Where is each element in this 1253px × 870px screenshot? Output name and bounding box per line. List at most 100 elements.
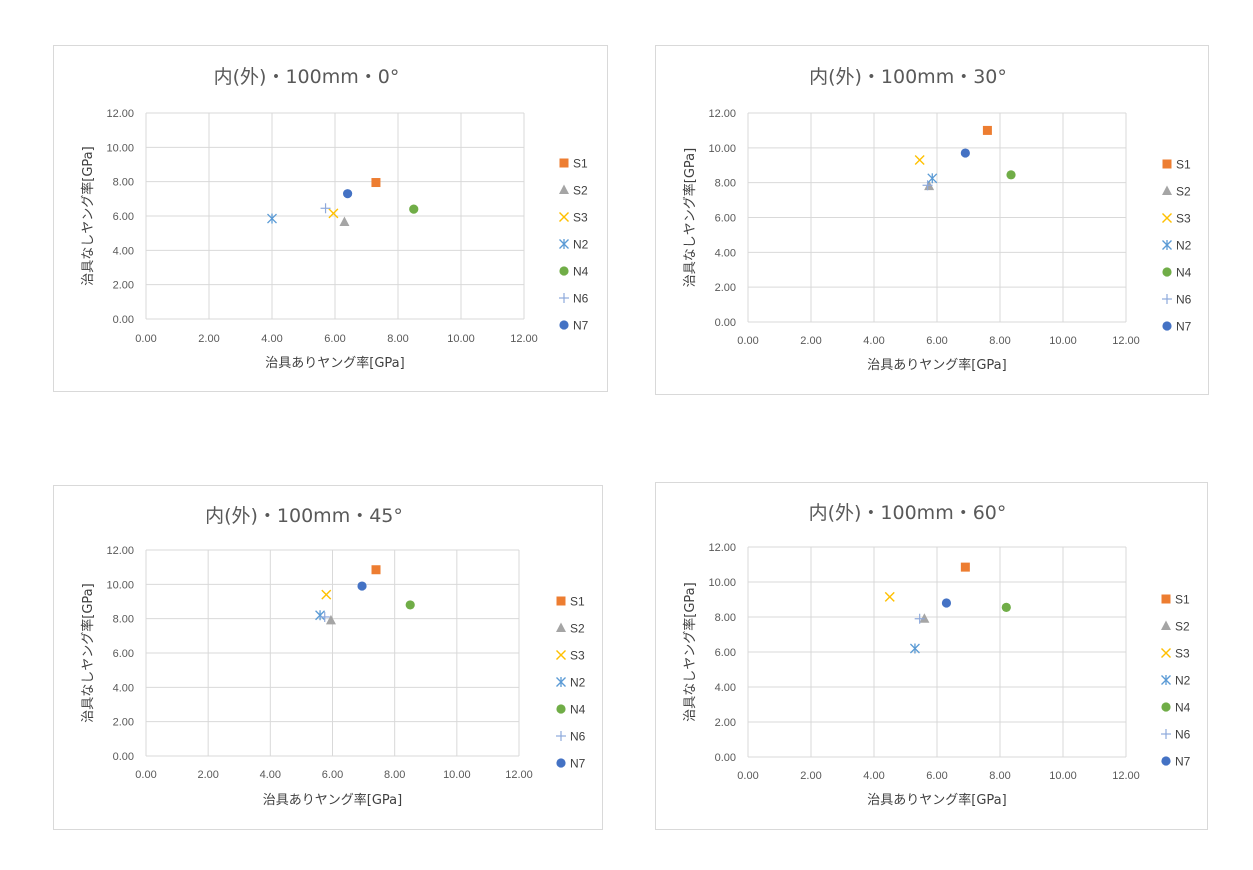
y-tick-label: 2.00 <box>113 280 134 292</box>
y-tick-label: 2.00 <box>715 717 736 729</box>
legend-label-n4: N4 <box>1175 701 1191 715</box>
x-tick-label: 12.00 <box>505 769 533 781</box>
point-n4 <box>405 600 415 610</box>
x-tick-label: 6.00 <box>324 333 345 345</box>
scatter-chart-60deg: 内(外)・100mm・60° 0.000.00 2.00 2.00 4.00 4.00 6.… <box>682 502 1191 808</box>
point-n7 <box>357 581 367 591</box>
x-tick-label: 2.00 <box>800 770 821 782</box>
scatter-chart-45deg: 内(外)・100mm・45° 0.000.00 2.00 2.00 4.00 4.00 6.… <box>80 505 586 808</box>
chart-panel-30deg: 内(外)・100mm・30° 0.00 0.00 2.00 2.00 4.00 4.00 6.… <box>655 45 1209 395</box>
legend-label-s1: S1 <box>1176 158 1191 172</box>
point-n4 <box>1001 602 1011 612</box>
point-s3 <box>328 208 339 219</box>
y-tick-label: 12.00 <box>708 108 736 120</box>
x-tick-label: 2.00 <box>800 335 821 347</box>
legend-marker-s2 <box>559 184 569 194</box>
chart-panel-0deg: 内(外)・100mm・0° 0.00 0.00 2.00 2.00 4.00 4.00 6.0… <box>53 45 608 392</box>
legend-marker-s1 <box>559 158 569 168</box>
legend-label-n4: N4 <box>570 703 586 717</box>
legend-marker-n6 <box>1161 729 1171 739</box>
y-tick-label: 6.00 <box>113 648 134 660</box>
y-axis-label: 治具なしヤング率[GPa] <box>682 148 698 287</box>
point-s1 <box>982 125 992 135</box>
y-tick-label: 4.00 <box>113 682 134 694</box>
point-n7 <box>343 189 353 199</box>
y-tick-label: 2.00 <box>715 282 736 294</box>
point-n6 <box>922 180 933 191</box>
point-s3 <box>914 155 925 166</box>
x-tick-label: 10.00 <box>1049 770 1077 782</box>
point-s2 <box>919 613 930 623</box>
legend-marker-n7 <box>1161 756 1171 766</box>
y-tick-label: 10.00 <box>708 577 736 589</box>
legend-label-s3: S3 <box>573 211 588 225</box>
point-n4 <box>1006 170 1016 180</box>
y-tick-label: 4.00 <box>715 247 736 259</box>
x-axis-label: 治具ありヤング率[GPa] <box>867 357 1006 373</box>
point-n6 <box>319 611 330 622</box>
point-n6 <box>320 203 331 214</box>
legend-marker-n2 <box>559 239 569 249</box>
chart-panel-45deg: 内(外)・100mm・45° 0.00 0.00 2.00 2.00 4.00 4.00 6.… <box>53 485 603 830</box>
x-tick-label: 6.00 <box>322 769 343 781</box>
legend-marker-s3 <box>1162 213 1172 223</box>
legend-marker-s2 <box>556 622 566 632</box>
x-tick-label: 8.00 <box>989 335 1010 347</box>
y-tick-label: 4.00 <box>113 245 134 257</box>
point-s1 <box>371 565 381 575</box>
legend-label-n6: N6 <box>570 730 586 744</box>
chart-title: 内(外)・100mm・45° <box>205 505 403 527</box>
legend-label-s1: S1 <box>1175 593 1190 607</box>
y-tick-label: 10.00 <box>708 143 736 155</box>
legend-label-n2: N2 <box>1176 239 1192 253</box>
point-s1 <box>960 562 970 572</box>
legend-marker-s3 <box>1161 648 1171 658</box>
legend-marker-n6 <box>559 293 569 303</box>
y-tick-label: 10.00 <box>106 142 134 154</box>
x-tick-label: 2.00 <box>198 333 219 345</box>
legend-marker-n4 <box>559 266 569 276</box>
x-tick-label: 6.00 <box>926 770 947 782</box>
legend-marker-n2 <box>556 677 566 687</box>
legend-marker-s1 <box>1162 159 1172 169</box>
scatter-chart-0deg: 内(外)・100mm・0° 0.000.00 2.00 2.00 4.00 4.00 6.0… <box>80 66 589 371</box>
point-n2 <box>927 173 938 184</box>
y-tick-label: 12.00 <box>106 545 134 557</box>
legend-label-s2: S2 <box>570 622 585 636</box>
legend-marker-n7 <box>1162 321 1172 331</box>
legend-label-n7: N7 <box>570 757 586 771</box>
y-tick-label: 0.00 <box>113 751 134 763</box>
point-n2 <box>909 643 920 654</box>
y-tick-label: 6.00 <box>113 211 134 223</box>
x-tick-label: 4.00 <box>260 769 281 781</box>
legend-label-n2: N2 <box>573 238 589 252</box>
y-tick-label: 0.00 <box>715 317 736 329</box>
y-tick-label: 12.00 <box>708 542 736 554</box>
y-tick-label: 6.00 <box>715 213 736 225</box>
y-axis-label: 治具なしヤング率[GPa] <box>80 583 96 722</box>
y-tick-label: 0.00 <box>113 314 134 326</box>
x-tick-label: 12.00 <box>1112 335 1140 347</box>
x-axis-label: 治具ありヤング率[GPa] <box>263 792 402 808</box>
legend-label-n7: N7 <box>573 319 589 333</box>
x-tick-label: 12.00 <box>510 333 538 345</box>
x-tick-label: 8.00 <box>387 333 408 345</box>
y-tick-label: 4.00 <box>715 682 736 694</box>
point-s1 <box>371 178 381 188</box>
legend-marker-n4 <box>1162 267 1172 277</box>
legend-label-s1: S1 <box>573 157 588 171</box>
y-tick-label: 10.00 <box>106 579 134 591</box>
legend-marker-n4 <box>556 704 566 714</box>
y-axis-label: 治具なしヤング率[GPa] <box>682 582 698 721</box>
x-tick-label: 0.00 <box>737 335 758 347</box>
legend-label-s3: S3 <box>1176 212 1191 226</box>
point-n7 <box>960 148 970 158</box>
x-axis-label: 治具ありヤング率[GPa] <box>867 792 1006 808</box>
x-tick-label: 4.00 <box>261 333 282 345</box>
y-tick-label: 12.00 <box>106 108 134 120</box>
legend-marker-s1 <box>556 596 566 606</box>
y-tick-label: 8.00 <box>715 178 736 190</box>
legend-label-n6: N6 <box>1175 728 1191 742</box>
x-tick-label: 4.00 <box>863 770 884 782</box>
point-n7 <box>941 598 952 608</box>
